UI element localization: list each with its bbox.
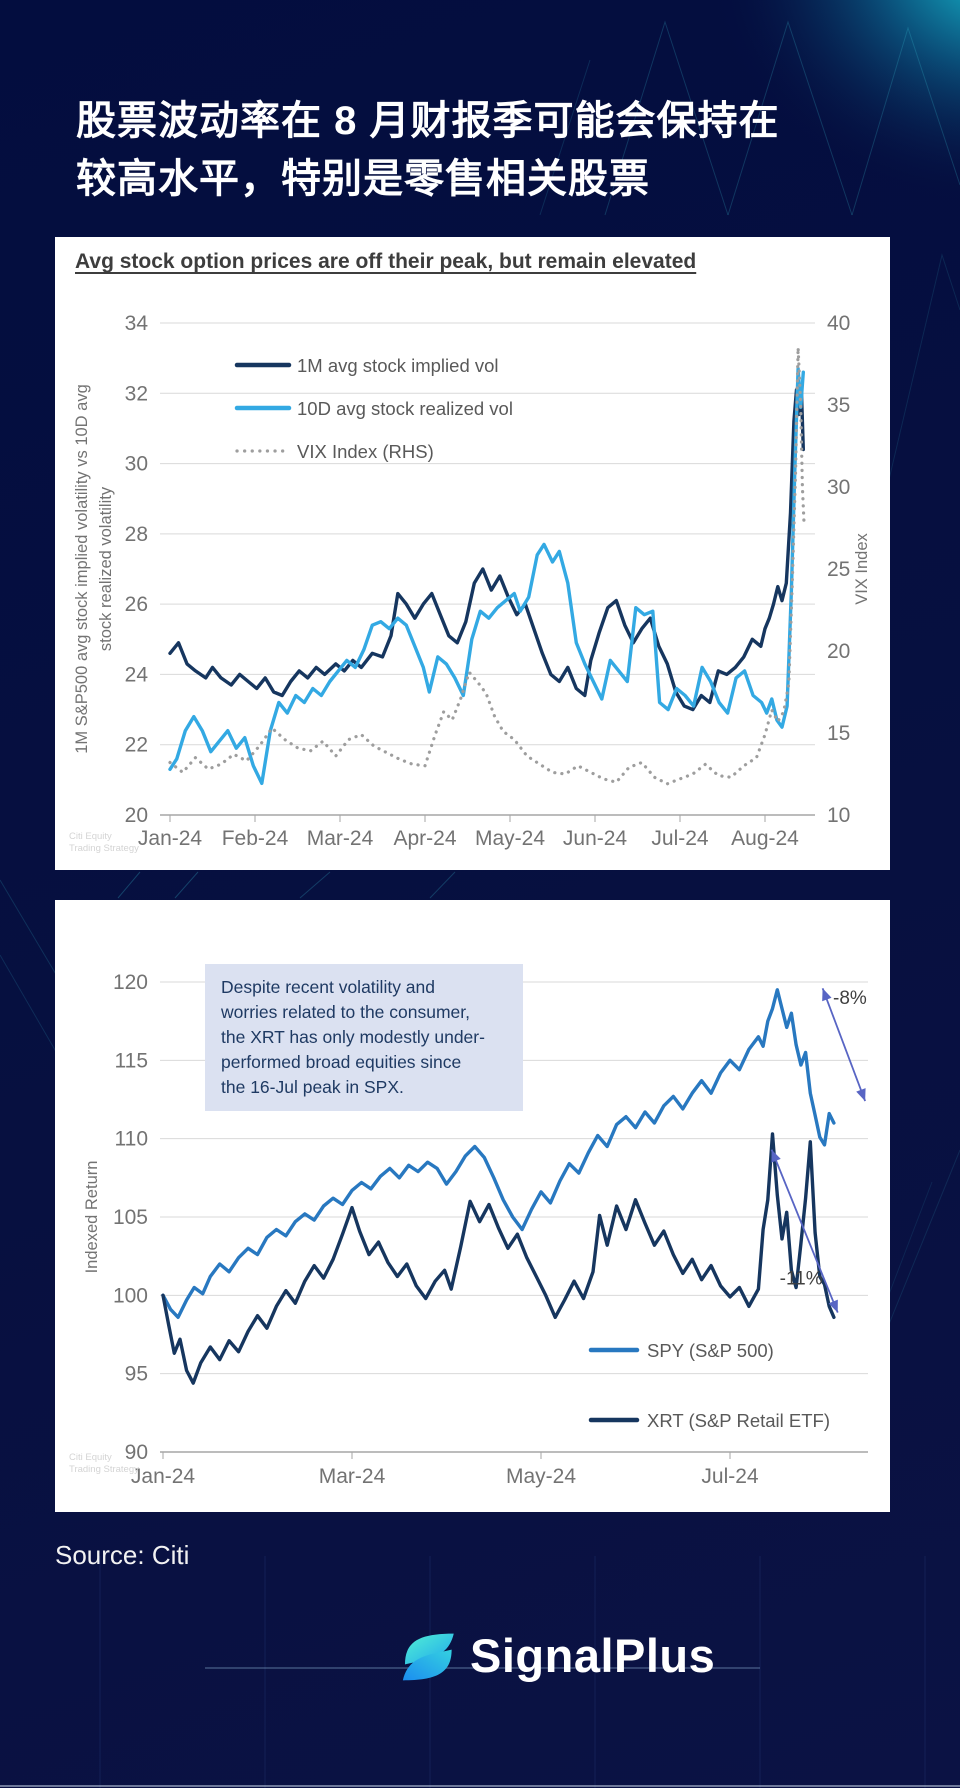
svg-text:1M avg stock implied vol: 1M avg stock implied vol [297,355,499,376]
svg-text:XRT (S&P Retail ETF): XRT (S&P Retail ETF) [647,1410,830,1431]
svg-text:22: 22 [125,734,148,757]
svg-text:May-24: May-24 [475,827,545,850]
xrt-chart-card: 120 115 110 105 100 95 90 Jan-24 Mar-24 May-24 Jul… [55,900,890,1512]
svg-text:May-24: May-24 [506,1465,576,1488]
svg-text:115: 115 [115,1049,148,1072]
svg-text:26: 26 [125,593,148,616]
svg-text:VIX Index: VIX Index [853,532,871,604]
chart-annotation-box: Despite recent volatility and worries re… [205,964,523,1112]
source-credit: Source: Citi [55,1540,190,1570]
svg-text:95: 95 [125,1363,148,1386]
svg-text:24: 24 [125,663,149,686]
svg-text:100: 100 [113,1284,148,1307]
title-accent-bar-top [50,74,524,81]
volatility-chart: 34 32 30 28 26 24 22 20 40 35 30 25 20 15 10 Jan-24 Feb-… [73,312,871,850]
signalplus-logo-icon [402,1633,454,1681]
svg-text:90: 90 [125,1441,148,1464]
svg-text:10D avg stock realized vol: 10D avg stock realized vol [297,398,513,419]
svg-text:30: 30 [125,453,148,476]
svg-text:Jul-24: Jul-24 [701,1465,759,1488]
svg-text:28: 28 [125,523,148,546]
svg-text:-8%: -8% [833,988,867,1009]
svg-text:SPY (S&P 500): SPY (S&P 500) [647,1340,774,1361]
svg-text:30: 30 [827,476,850,499]
svg-text:1M S&P500 avg stock implied vo: 1M S&P500 avg stock implied volatility v… [73,384,91,754]
svg-text:Mar-24: Mar-24 [307,827,374,850]
page-title-line1: 股票波动率在 8 月财报季可能会保持在 [76,99,780,143]
volatility-chart-card: 34 32 30 28 26 24 22 20 40 35 30 25 20 15 10 Jan-24 Feb-… [55,237,890,870]
svg-text:35: 35 [827,394,850,417]
svg-text:34: 34 [125,312,149,335]
svg-text:Jul-24: Jul-24 [651,827,709,850]
svg-text:10: 10 [827,804,850,827]
citi-watermark: Citi Equity Trading Strategy [69,1452,139,1475]
title-accent-bar-left [50,74,57,204]
signalplus-logo-text: SignalPlus [470,1629,716,1682]
svg-text:-11%: -11% [780,1268,823,1289]
svg-text:25: 25 [827,558,850,581]
svg-text:20: 20 [827,640,850,663]
svg-text:Jan-24: Jan-24 [138,827,203,850]
brand-row: SignalPlus [0,1616,960,1712]
svg-text:40: 40 [827,312,850,335]
svg-text:Indexed Return: Indexed Return [83,1161,101,1274]
svg-text:110: 110 [115,1128,148,1151]
svg-text:Jan-24: Jan-24 [131,1465,196,1488]
svg-text:120: 120 [113,971,148,994]
svg-text:Jun-24: Jun-24 [563,827,628,850]
svg-text:Mar-24: Mar-24 [319,1465,386,1488]
citi-watermark: Citi Equity Trading Strategy [69,831,139,854]
svg-text:Feb-24: Feb-24 [222,827,289,850]
svg-text:Aug-24: Aug-24 [731,827,799,850]
svg-text:32: 32 [125,382,148,405]
svg-text:105: 105 [113,1206,148,1229]
svg-text:VIX Index (RHS): VIX Index (RHS) [297,441,434,462]
svg-text:20: 20 [125,804,148,827]
svg-text:15: 15 [827,722,850,745]
volatility-chart-title: Avg stock option prices are off their pe… [75,250,697,273]
svg-text:stock realized volatility: stock realized volatility [97,486,115,651]
svg-text:Apr-24: Apr-24 [393,827,456,850]
page-title-line2: 较高水平，特别是零售相关股票 [76,157,650,201]
